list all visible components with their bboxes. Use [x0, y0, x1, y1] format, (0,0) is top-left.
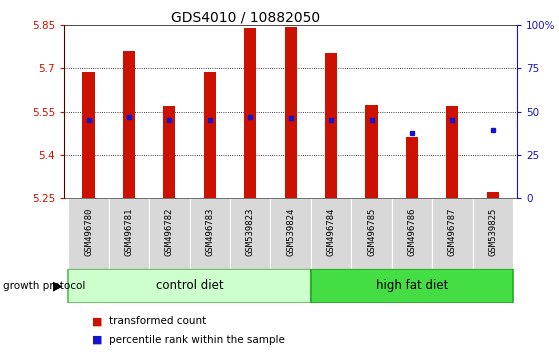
Text: growth protocol: growth protocol [3, 281, 85, 291]
FancyBboxPatch shape [68, 269, 311, 303]
Text: GSM496785: GSM496785 [367, 208, 376, 256]
Bar [472, 198, 513, 269]
Bar [271, 198, 311, 269]
Bar [351, 198, 392, 269]
FancyBboxPatch shape [311, 269, 513, 303]
Bar [204, 72, 216, 198]
Bar [149, 198, 190, 269]
Text: ▶: ▶ [53, 280, 63, 292]
Text: GSM539824: GSM539824 [286, 208, 295, 256]
Text: transformed count: transformed count [109, 316, 206, 326]
Text: ■: ■ [92, 316, 103, 326]
Bar [392, 198, 432, 269]
Bar [64, 25, 517, 198]
Text: GSM539825: GSM539825 [489, 208, 498, 256]
Bar [325, 53, 337, 198]
Bar [311, 198, 351, 269]
Bar [163, 106, 176, 198]
Bar [432, 198, 472, 269]
Bar [487, 192, 499, 198]
Bar [123, 51, 135, 198]
Bar [406, 137, 418, 198]
Text: control diet: control diet [156, 279, 224, 292]
Bar [68, 198, 109, 269]
Bar [446, 106, 458, 198]
Text: GSM539823: GSM539823 [246, 208, 255, 256]
Bar [366, 105, 377, 198]
Text: GSM496786: GSM496786 [408, 208, 416, 256]
Bar [109, 198, 149, 269]
Bar [190, 198, 230, 269]
Text: percentile rank within the sample: percentile rank within the sample [109, 335, 285, 345]
Text: GSM496782: GSM496782 [165, 208, 174, 256]
Text: GSM496781: GSM496781 [125, 208, 134, 256]
Text: GSM496780: GSM496780 [84, 208, 93, 256]
Bar [230, 198, 271, 269]
Text: GSM496784: GSM496784 [326, 208, 335, 256]
Text: GDS4010 / 10882050: GDS4010 / 10882050 [172, 11, 320, 25]
Text: GSM496787: GSM496787 [448, 208, 457, 256]
Bar [244, 28, 257, 198]
Text: GSM496783: GSM496783 [205, 208, 214, 256]
Text: high fat diet: high fat diet [376, 279, 448, 292]
Bar [83, 72, 94, 198]
Bar [285, 27, 297, 198]
Text: ■: ■ [92, 335, 103, 345]
